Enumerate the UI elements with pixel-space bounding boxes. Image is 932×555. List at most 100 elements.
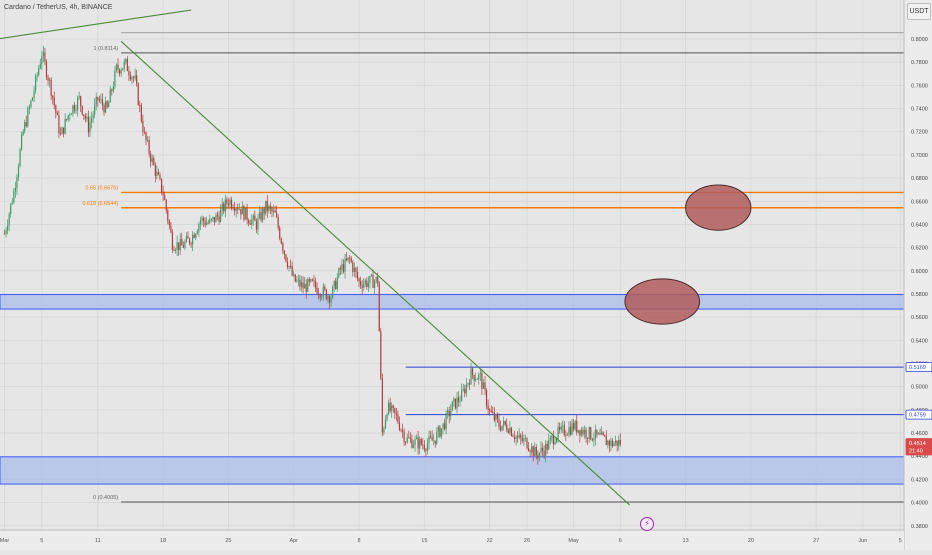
candle-body: [580, 429, 583, 436]
candle-body: [229, 199, 231, 205]
candle-body: [437, 426, 439, 432]
price-axis: [904, 0, 932, 550]
candle-body: [352, 262, 354, 272]
candle-body: [215, 214, 217, 223]
candle-body: [230, 199, 233, 208]
candle-body: [445, 412, 447, 430]
x-tick-label: Jun: [858, 538, 867, 544]
candle-body: [465, 384, 467, 394]
candle-body: [139, 105, 141, 106]
candle-body: [543, 450, 545, 457]
candle-body: [33, 90, 35, 98]
candle-body: [489, 409, 491, 411]
candle-body: [24, 122, 26, 132]
candle-body: [182, 245, 184, 248]
candle-body: [426, 443, 429, 451]
candle-body: [476, 379, 478, 380]
candle-body: [276, 212, 278, 218]
x-tick-label: 5: [40, 538, 43, 544]
candle-body: [563, 425, 565, 436]
candle-body: [265, 200, 267, 214]
candle-body: [588, 427, 590, 439]
candle-body: [184, 241, 186, 248]
candle-body: [190, 243, 192, 245]
y-tick-label: 0.7400: [911, 107, 928, 113]
candle-body: [224, 199, 226, 212]
candle-body: [534, 446, 536, 456]
candle-body: [50, 79, 52, 96]
candle-body: [131, 77, 133, 80]
candle-body: [98, 100, 100, 101]
candle-body: [607, 440, 609, 446]
time-axis: [0, 530, 904, 550]
candle-body: [499, 426, 502, 431]
candle-body: [369, 275, 371, 283]
flash-icon[interactable]: ⚡: [640, 517, 654, 531]
candle-body: [187, 236, 189, 239]
candle-body: [44, 52, 46, 62]
candle-body: [394, 407, 396, 413]
candle-body: [234, 208, 236, 211]
candle-body: [94, 104, 96, 115]
candle-body: [554, 441, 556, 445]
candle-body: [260, 212, 262, 221]
candle-body: [5, 230, 7, 234]
candle-body: [157, 171, 160, 175]
candle-body: [485, 389, 488, 406]
candle-body: [210, 218, 212, 220]
candle-body: [568, 426, 570, 435]
candle-body: [423, 445, 425, 450]
candle-body: [330, 298, 332, 303]
candle-body: [509, 427, 511, 433]
candle-body: [115, 64, 118, 71]
candle-body: [10, 203, 12, 215]
candle-body: [579, 429, 581, 436]
candle-body: [490, 410, 492, 413]
candle-body: [27, 108, 29, 126]
candle-body: [148, 139, 150, 154]
candle-body: [153, 158, 155, 165]
candle-body: [103, 105, 105, 113]
candle-body: [583, 429, 586, 435]
candle-body: [95, 97, 97, 105]
candle-body: [344, 258, 346, 272]
candle-body: [417, 437, 419, 449]
candle-body: [251, 219, 253, 225]
candle-body: [471, 368, 474, 376]
candle-body: [255, 220, 258, 230]
candle-body: [13, 191, 15, 203]
candle-body: [552, 436, 555, 445]
candle-body: [304, 283, 306, 289]
currency-button[interactable]: USDT: [907, 3, 931, 20]
candle-body: [305, 283, 307, 292]
candle-body: [566, 434, 569, 436]
candle-body: [322, 286, 324, 297]
candle-body: [162, 192, 164, 196]
candle-body: [324, 286, 326, 290]
candle-body: [38, 68, 40, 75]
candle-body: [367, 282, 369, 287]
candle-body: [156, 171, 158, 176]
candle-body: [616, 440, 618, 447]
candle-body: [81, 105, 83, 115]
candle-body: [196, 231, 198, 235]
candle-body: [316, 287, 318, 294]
y-tick-label: 0.7200: [911, 130, 928, 136]
candle-body: [618, 439, 620, 447]
y-tick-label: 0.3800: [911, 524, 928, 530]
candle-body: [414, 439, 416, 446]
candle-body: [447, 410, 449, 413]
candle-body: [545, 443, 547, 457]
candle-body: [501, 425, 503, 431]
y-tick-label: 0.5600: [911, 315, 928, 321]
candle-body: [36, 74, 38, 76]
candle-body: [535, 446, 537, 456]
candle-body: [249, 222, 251, 225]
candle-body: [48, 79, 51, 81]
candle-body: [246, 207, 248, 221]
price-badge-label: 0.5169: [909, 365, 926, 371]
candle-body: [538, 452, 541, 459]
candle-body: [341, 264, 343, 270]
